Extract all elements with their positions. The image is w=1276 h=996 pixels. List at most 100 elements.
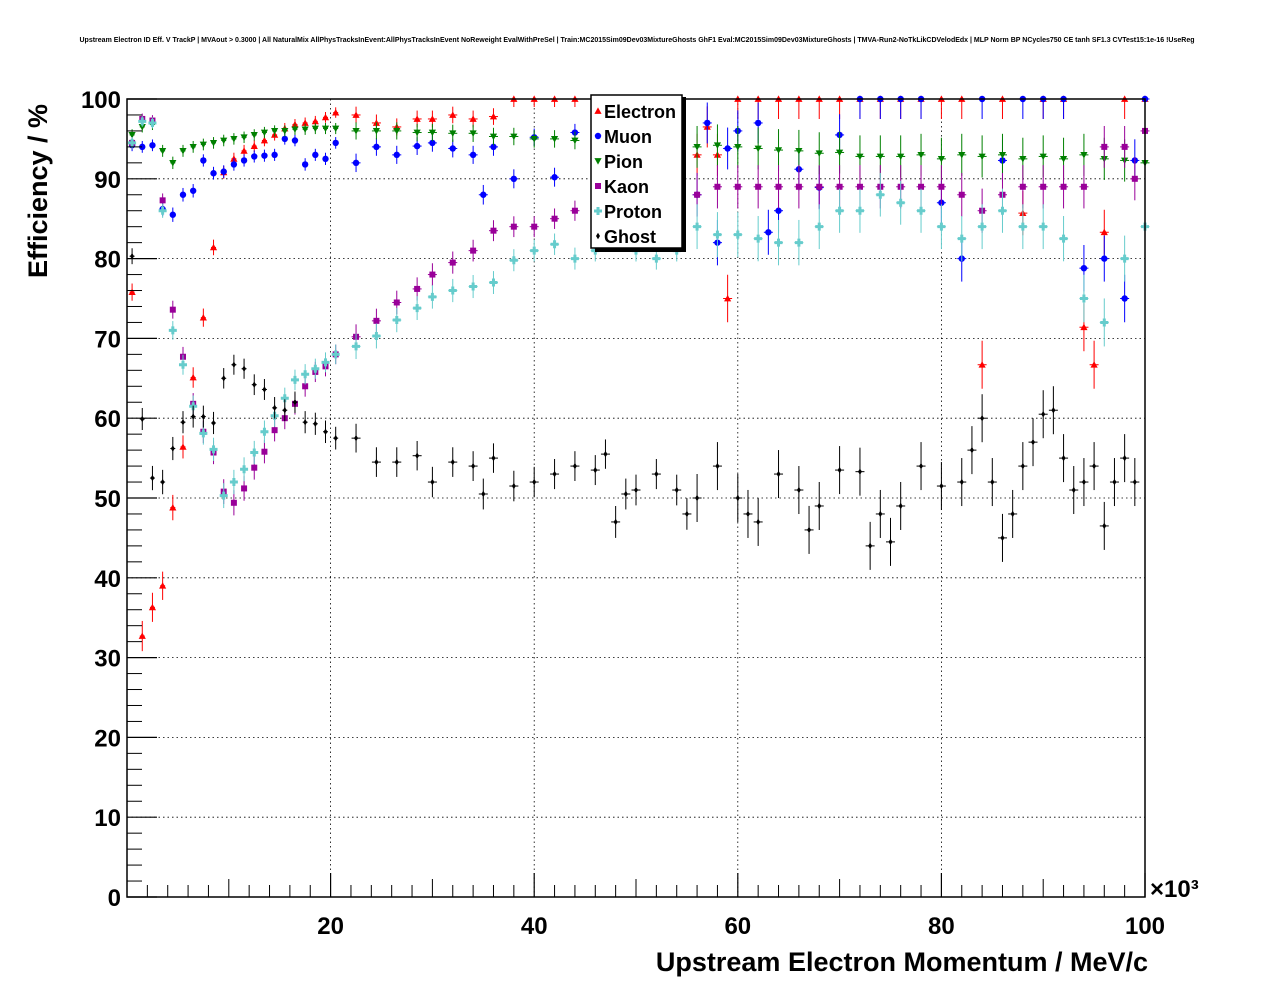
data-point [271,427,278,434]
data-point [480,191,487,198]
data-point [230,161,238,168]
y-tick-label: 10 [94,805,121,832]
data-point [199,314,207,321]
data-point [693,144,701,151]
data-point [876,190,885,199]
data-point [754,145,762,153]
data-point [201,413,206,420]
data-point [280,394,289,403]
data-point [229,478,238,487]
legend-label-proton: Proton [604,202,662,222]
y-tick-label: 80 [94,247,121,274]
data-point [695,494,700,502]
data-point [230,136,238,143]
data-point [572,462,577,470]
legend-marker-muon [594,132,602,140]
data-point [1059,234,1068,243]
data-point [413,129,421,137]
data-point [128,288,136,295]
data-point [158,206,167,215]
data-point [613,518,618,526]
data-point [1131,175,1138,182]
data-point [1080,183,1087,190]
y-tick-label: 70 [94,326,121,353]
legend-label-pion: Pion [604,152,643,172]
x-tick-labels: 20 40 60 80 100 [317,913,1165,940]
data-point [291,137,299,144]
data-point [938,183,945,190]
data-point [393,128,401,135]
data-point [352,111,360,118]
data-point [857,468,862,475]
data-point [509,256,518,265]
data-point [652,254,661,263]
data-point [654,470,659,478]
data-point [301,119,309,126]
data-point [816,183,823,190]
axis-ticks [127,98,1146,898]
data-point [170,445,175,452]
data-point [449,145,456,152]
data-point [312,151,319,159]
data-point [754,119,762,127]
data-point [1039,222,1048,231]
data-point [532,478,537,486]
data-point [149,142,156,149]
data-point [261,152,268,159]
data-point [240,157,248,164]
error-bar [997,98,1007,119]
x-tick-label: 80 [928,913,955,940]
y-tick-label: 90 [94,167,121,194]
data-point [179,443,187,450]
data-point [311,125,319,133]
data-point [714,183,721,190]
data-point [1132,478,1137,486]
data-point [241,485,248,492]
data-point [489,112,498,120]
data-point [302,383,309,390]
data-point [756,518,761,526]
data-point [311,364,320,373]
data-point [713,230,722,239]
data-point [1051,407,1056,414]
data-point [937,155,945,163]
data-point [1059,155,1068,163]
data-point [918,183,925,190]
data-point [795,147,803,155]
data-point [211,419,216,427]
data-point [774,238,783,247]
data-point [836,149,844,157]
data-point [837,466,842,474]
data-point [415,452,420,459]
data-point [796,486,801,494]
data-point [715,462,720,470]
data-point [724,145,731,152]
data-point [352,159,360,167]
data-point [178,360,187,369]
y-tick-labels: 0 10 20 30 40 50 60 70 80 90 100 [81,87,121,912]
data-point [179,147,187,155]
data-point [489,133,498,141]
data-point [373,143,380,151]
data-point [939,482,944,490]
data-point [331,350,340,359]
data-point [199,141,207,149]
y-tick-label: 100 [81,87,121,114]
data-point [1071,486,1076,494]
data-point [1081,478,1086,486]
data-point [219,491,228,500]
data-point [469,130,477,137]
data-point [765,229,772,236]
data-point [990,478,995,486]
data-point [490,143,497,151]
data-point [179,191,187,198]
data-point [878,510,883,518]
data-point [413,142,421,150]
data-point [128,132,136,139]
data-point [571,207,578,214]
data-point [794,238,803,247]
x-tick-label: 60 [724,913,751,940]
data-point [734,183,741,190]
legend-label-electron: Electron [604,102,676,122]
data-point [1090,361,1098,368]
